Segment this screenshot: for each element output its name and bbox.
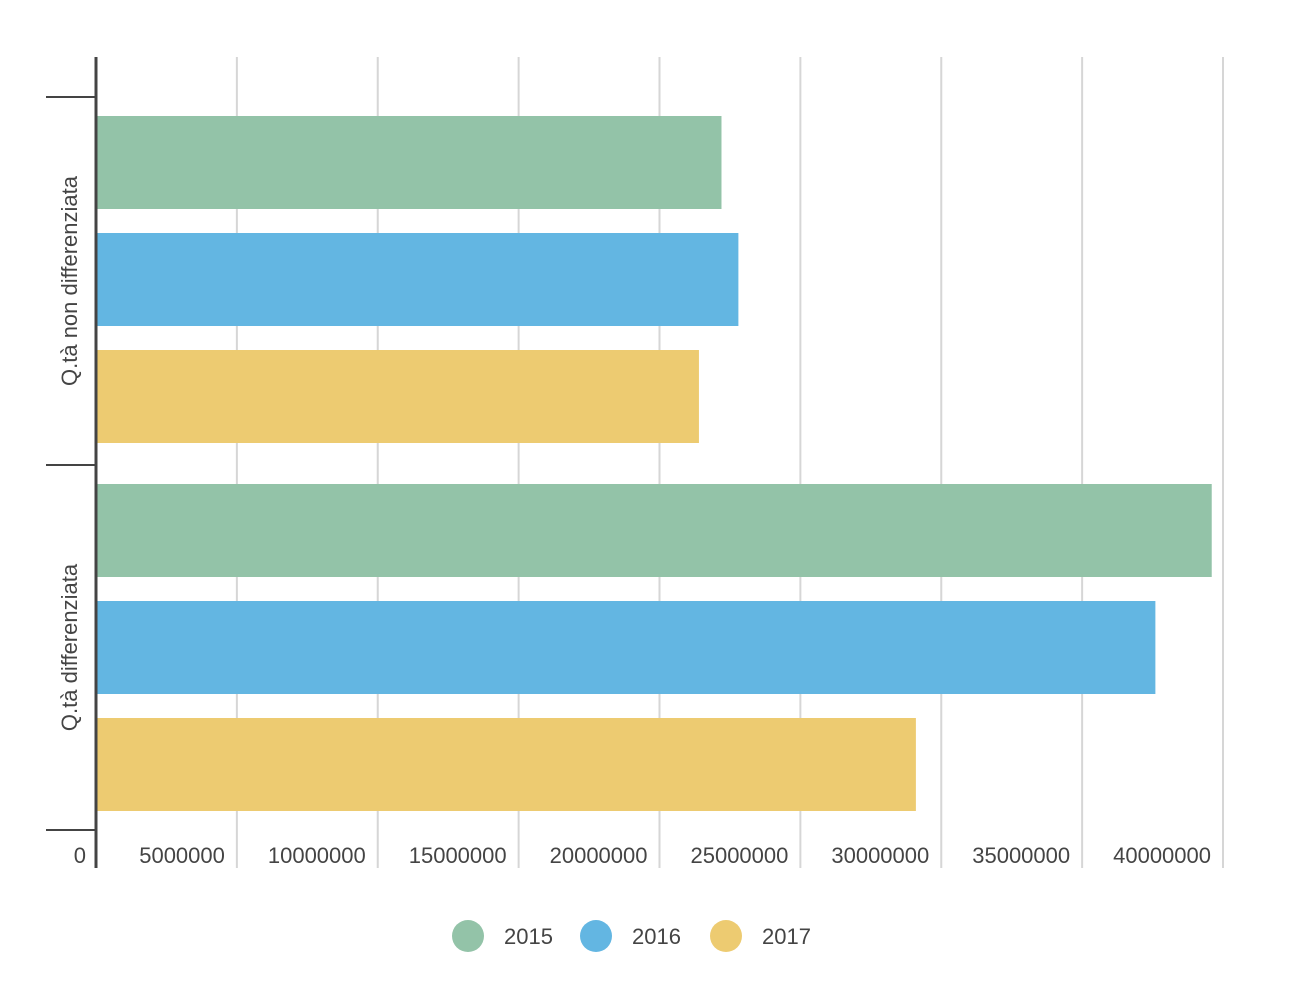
legend-swatch bbox=[452, 920, 484, 952]
legend-label: 2016 bbox=[632, 924, 681, 949]
legend-swatch bbox=[710, 920, 742, 952]
category-labels: Q.tà non differenziata Q.tà differenziata bbox=[57, 175, 82, 731]
x-tick-label: 35000000 bbox=[972, 843, 1070, 868]
x-tick-label: 15000000 bbox=[409, 843, 507, 868]
category-label: Q.tà non differenziata bbox=[57, 175, 82, 386]
bar bbox=[96, 601, 1156, 694]
x-tick-label: 10000000 bbox=[268, 843, 366, 868]
x-tick-label: 0 bbox=[74, 843, 86, 868]
x-tick-label: 40000000 bbox=[1113, 843, 1211, 868]
x-tick-label: 25000000 bbox=[690, 843, 788, 868]
axes bbox=[46, 57, 98, 868]
bar bbox=[96, 718, 916, 811]
x-tick-label: 5000000 bbox=[139, 843, 225, 868]
bars bbox=[96, 116, 1212, 811]
x-tick-label: 20000000 bbox=[550, 843, 648, 868]
bar bbox=[96, 116, 722, 209]
legend-label: 2017 bbox=[762, 924, 811, 949]
x-tick-labels: 0 5000000 10000000 15000000 20000000 25000000… bbox=[74, 843, 1211, 868]
bar bbox=[96, 350, 699, 443]
legend-label: 2015 bbox=[504, 924, 553, 949]
category-label: Q.tà differenziata bbox=[57, 563, 82, 731]
legend-swatch bbox=[580, 920, 612, 952]
bar bbox=[96, 484, 1212, 577]
bar bbox=[96, 233, 739, 326]
legend: 2015 2016 2017 bbox=[452, 920, 811, 952]
x-tick-label: 30000000 bbox=[831, 843, 929, 868]
